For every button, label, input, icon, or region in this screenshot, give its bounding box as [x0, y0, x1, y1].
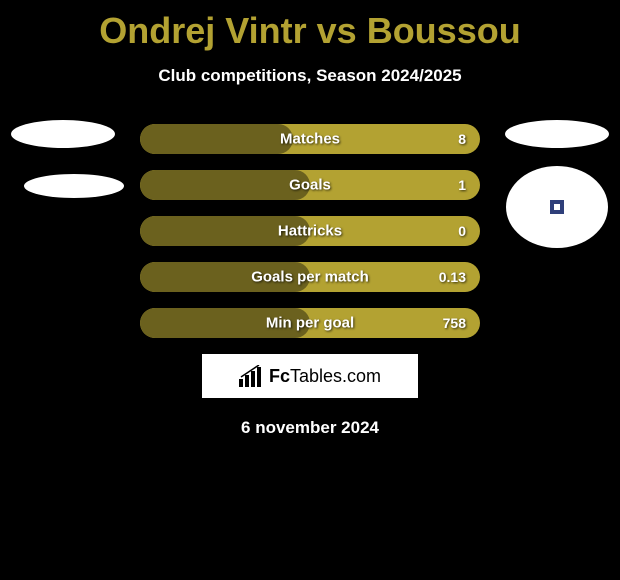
stat-bar-label: Goals per match: [251, 269, 369, 286]
player-right-avatars: [502, 124, 612, 248]
stat-bar-value-right: 0: [458, 223, 466, 239]
player2-avatar-placeholder: [505, 120, 609, 148]
stat-bar-label: Min per goal: [266, 315, 354, 332]
player2-team-badge: [506, 166, 608, 248]
stat-bar-label: Goals: [289, 177, 331, 194]
stat-bar-fill: [140, 124, 293, 154]
stat-bar: Goals 1: [140, 170, 480, 200]
badge-icon: [550, 200, 564, 214]
stat-bars: Matches 8 Goals 1 Hattricks 0 Goals per match 0…: [140, 124, 480, 338]
stat-bar-fill: [140, 170, 310, 200]
page-title: Ondrej Vintr vs Boussou: [0, 0, 620, 52]
stat-bar-label: Hattricks: [278, 223, 342, 240]
stat-bar: Hattricks 0: [140, 216, 480, 246]
date-text: 6 november 2024: [0, 418, 620, 438]
stat-bar-value-right: 8: [458, 131, 466, 147]
stat-bar: Min per goal 758: [140, 308, 480, 338]
player1-avatar-placeholder: [11, 120, 115, 148]
subtitle: Club competitions, Season 2024/2025: [0, 66, 620, 86]
stat-bar-value-right: 758: [443, 315, 466, 331]
stat-bar-value-right: 1: [458, 177, 466, 193]
stat-bar-value-right: 0.13: [439, 269, 466, 285]
fctables-logo: FcTables.com: [202, 354, 418, 398]
stat-bar: Goals per match 0.13: [140, 262, 480, 292]
stat-bar: Matches 8: [140, 124, 480, 154]
logo-text: FcTables.com: [269, 366, 381, 387]
stat-bar-label: Matches: [280, 131, 340, 148]
chart-bars-icon: [239, 365, 265, 387]
comparison-area: Matches 8 Goals 1 Hattricks 0 Goals per match 0…: [0, 124, 620, 438]
player-left-avatars: [8, 124, 118, 198]
player1-team-placeholder: [24, 174, 124, 198]
